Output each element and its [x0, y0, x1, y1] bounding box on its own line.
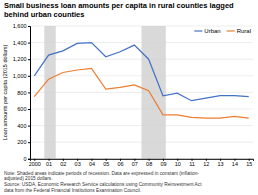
x-tick: 09 [160, 159, 166, 167]
text-line: Note: Shaded areas indicate periods of r… [4, 171, 199, 176]
series-line [34, 68, 248, 118]
x-tick: 05 [103, 159, 109, 167]
text-line: adjusted) 2015 dollars. [4, 176, 53, 181]
x-tick: 08 [146, 159, 152, 167]
shaded-band [44, 26, 55, 159]
y-tick-label: 1,400 [13, 40, 27, 46]
title: Small business loan amounts per capita i… [4, 1, 234, 19]
x-tick-label: 06 [117, 161, 123, 167]
y-tick-label: 400 [17, 123, 26, 129]
y-tick-label: 0 [23, 156, 26, 162]
x-tick-label: 11 [189, 161, 195, 167]
legend: Urban Rural [194, 28, 251, 34]
y-tick: 600 [17, 106, 30, 112]
x-tick-label: 10 [175, 161, 181, 167]
legend-item: Rural [227, 28, 251, 34]
x-tick-label: 03 [75, 161, 81, 167]
x-tick: 01 [46, 159, 52, 167]
y-tick: 1,200 [13, 56, 30, 62]
legend-item: Urban [194, 28, 220, 34]
x-tick-label: 14 [232, 161, 238, 167]
note: data from the Federal Financial Institut… [4, 188, 141, 193]
y-tick-mark [28, 26, 30, 27]
chart-svg: Small business loan amounts per capita i… [0, 0, 258, 195]
y-tick-label: 600 [17, 106, 26, 112]
y-tick: 200 [17, 139, 30, 145]
text-line: behind urban counties [4, 10, 84, 19]
note: Source: USDA, Economic Research Service … [4, 182, 202, 187]
notes: Note: Shaded areas indicate periods of r… [4, 171, 202, 193]
x-tick-label: 12 [203, 161, 209, 167]
y-tick: 0 [23, 156, 30, 162]
y-tick-mark [28, 126, 30, 127]
x-tick: 07 [132, 159, 138, 167]
y-tick-mark [28, 159, 30, 160]
y-tick-label: 1,200 [13, 56, 27, 62]
y-tick-mark [28, 142, 30, 143]
y-tick: 1,400 [13, 40, 30, 46]
note: Note: Shaded areas indicate periods of r… [4, 171, 199, 176]
legend-swatch [194, 30, 202, 31]
y-tick: 1,000 [13, 73, 30, 79]
y-tick-label: 1,000 [13, 73, 27, 79]
y-axis-line [28, 27, 31, 160]
x-tick-label: 02 [60, 161, 66, 167]
text-line: Source: USDA, Economic Research Service … [4, 182, 202, 187]
y-tick-mark [28, 43, 30, 44]
x-tick-label: 09 [160, 161, 166, 167]
x-tick-label: 2000 [29, 161, 41, 167]
text-line: Small business loan amounts per capita i… [4, 1, 234, 10]
y-axis-label: Loan amounts per capita (2015 dollars) [2, 44, 8, 140]
x-tick: 10 [175, 159, 181, 167]
chart-container: Small business loan amounts per capita i… [0, 0, 258, 195]
x-tick: 12 [203, 159, 209, 167]
x-tick-label: 04 [89, 161, 95, 167]
grid [30, 26, 253, 159]
y-axis: 0 200 400 600 800 1,000 1,200 1,400 1,600 [13, 23, 31, 162]
y-tick-mark [28, 92, 30, 93]
y-tick-mark [28, 76, 30, 77]
x-tick: 11 [189, 159, 195, 167]
x-tick: 14 [232, 159, 238, 167]
x-tick-label: 08 [146, 161, 152, 167]
legend-label: Urban [204, 28, 220, 34]
y-tick-label: 200 [17, 139, 26, 145]
plot-area [34, 26, 248, 159]
x-tick: 04 [89, 159, 95, 167]
x-tick: 06 [117, 159, 123, 167]
y-tick-label: 800 [17, 90, 26, 96]
y-tick: 400 [17, 123, 30, 129]
x-tick: 02 [60, 159, 66, 167]
x-axis: 2000 01 02 03 04 05 06 07 08 09 10 11 12 13 14 15 [29, 159, 254, 167]
x-tick-label: 13 [218, 161, 224, 167]
y-tick-mark [28, 109, 30, 110]
x-tick-label: 15 [246, 161, 252, 167]
legend-swatch [227, 30, 235, 31]
x-tick: 13 [218, 159, 224, 167]
x-tick-label: 05 [103, 161, 109, 167]
legend-label: Rural [237, 28, 251, 34]
x-tick: 03 [75, 159, 81, 167]
x-tick: 15 [246, 159, 252, 167]
text-line: data from the Federal Financial Institut… [4, 188, 141, 193]
x-tick-label: 01 [46, 161, 52, 167]
y-tick: 800 [17, 90, 30, 96]
y-tick-label: 1,600 [13, 23, 27, 29]
x-tick: 2000 [29, 159, 41, 167]
y-tick: 1,600 [13, 23, 30, 29]
x-tick-label: 07 [132, 161, 138, 167]
y-tick-mark [28, 59, 30, 60]
note: adjusted) 2015 dollars. [4, 176, 53, 181]
